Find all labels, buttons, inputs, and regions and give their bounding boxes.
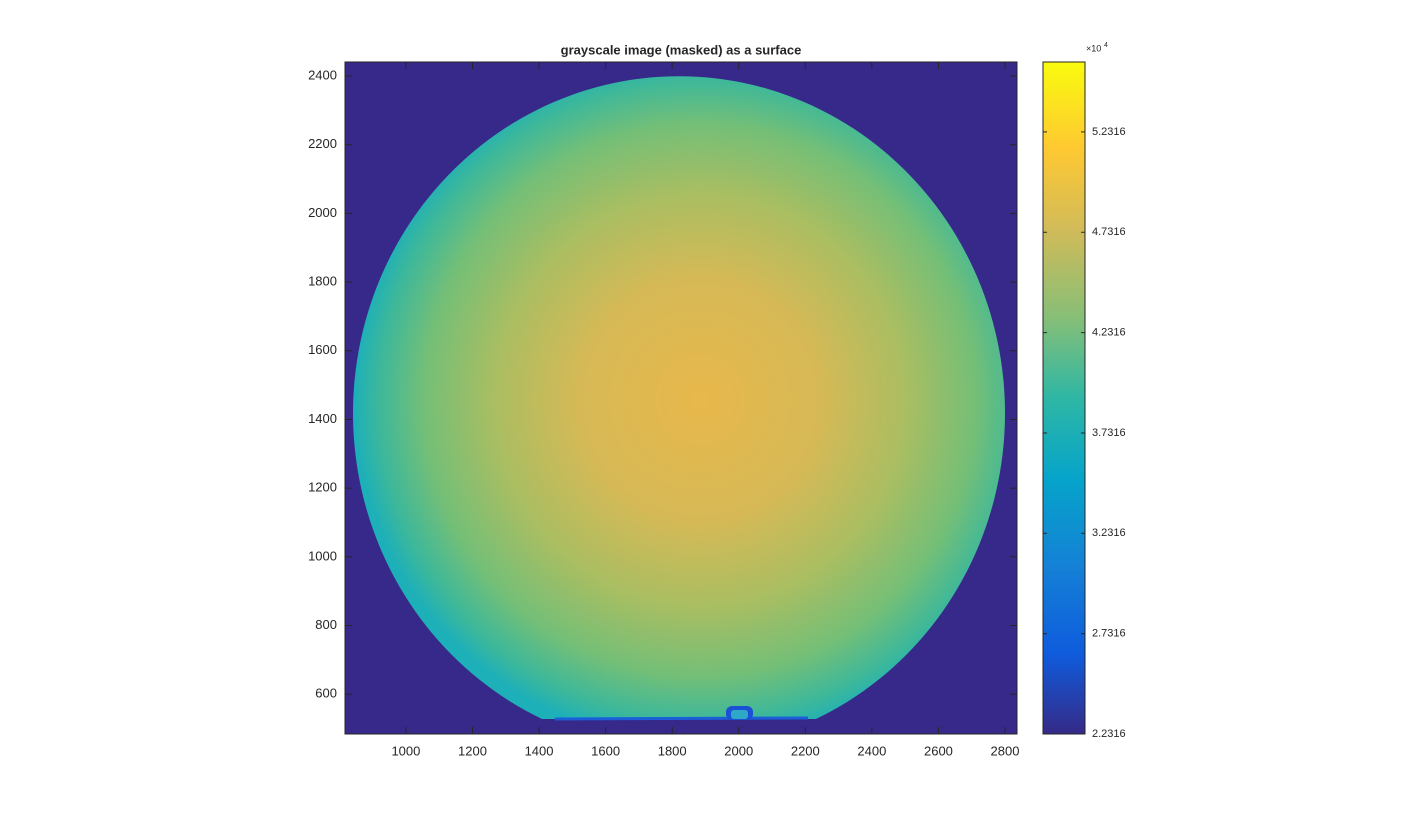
colorbar-tick-label: 2.7316 bbox=[1092, 628, 1126, 640]
y-tick-label: 1800 bbox=[308, 274, 337, 289]
x-tick-label: 1000 bbox=[391, 743, 420, 758]
wafer-notch-inner bbox=[731, 710, 748, 719]
x-tick-label: 2600 bbox=[924, 743, 953, 758]
colorbar-tick-label: 4.7316 bbox=[1092, 226, 1126, 238]
x-tick-label: 1400 bbox=[525, 743, 554, 758]
y-tick-label: 1000 bbox=[308, 548, 337, 563]
x-tick-label: 2400 bbox=[857, 743, 886, 758]
y-tick-label: 2400 bbox=[308, 68, 337, 83]
colorbar-multiplier: ×10 bbox=[1086, 43, 1101, 53]
wafer-image bbox=[353, 76, 1006, 719]
x-tick-label: 1800 bbox=[658, 743, 687, 758]
colorbar-tick-label: 3.7316 bbox=[1092, 427, 1126, 439]
axes-box bbox=[344, 61, 1018, 735]
y-tick-label: 600 bbox=[315, 686, 337, 701]
y-tick-label: 1400 bbox=[308, 411, 337, 426]
x-tick-label: 2800 bbox=[991, 743, 1020, 758]
y-tick-label: 2000 bbox=[308, 205, 337, 220]
chart-title: grayscale image (masked) as a surface bbox=[561, 42, 802, 57]
colorbar bbox=[1042, 61, 1086, 735]
colorbar-tick-label: 2.2316 bbox=[1092, 728, 1126, 740]
x-tick-label: 1600 bbox=[591, 743, 620, 758]
y-tick-label: 2200 bbox=[308, 136, 337, 151]
y-tick-label: 800 bbox=[315, 617, 337, 632]
x-tick-label: 1200 bbox=[458, 743, 487, 758]
colorbar-tick-label: 4.2316 bbox=[1092, 327, 1126, 339]
colorbar-tick-label: 5.2316 bbox=[1092, 126, 1126, 138]
x-tick-label: 2000 bbox=[724, 743, 753, 758]
wafer-edge bbox=[554, 716, 809, 721]
x-tick-label: 2200 bbox=[791, 743, 820, 758]
y-tick-label: 1200 bbox=[308, 480, 337, 495]
colorbar-exponent: 4 bbox=[1104, 42, 1108, 49]
colorbar-tick-label: 3.2316 bbox=[1092, 527, 1126, 539]
y-tick-label: 1600 bbox=[308, 342, 337, 357]
